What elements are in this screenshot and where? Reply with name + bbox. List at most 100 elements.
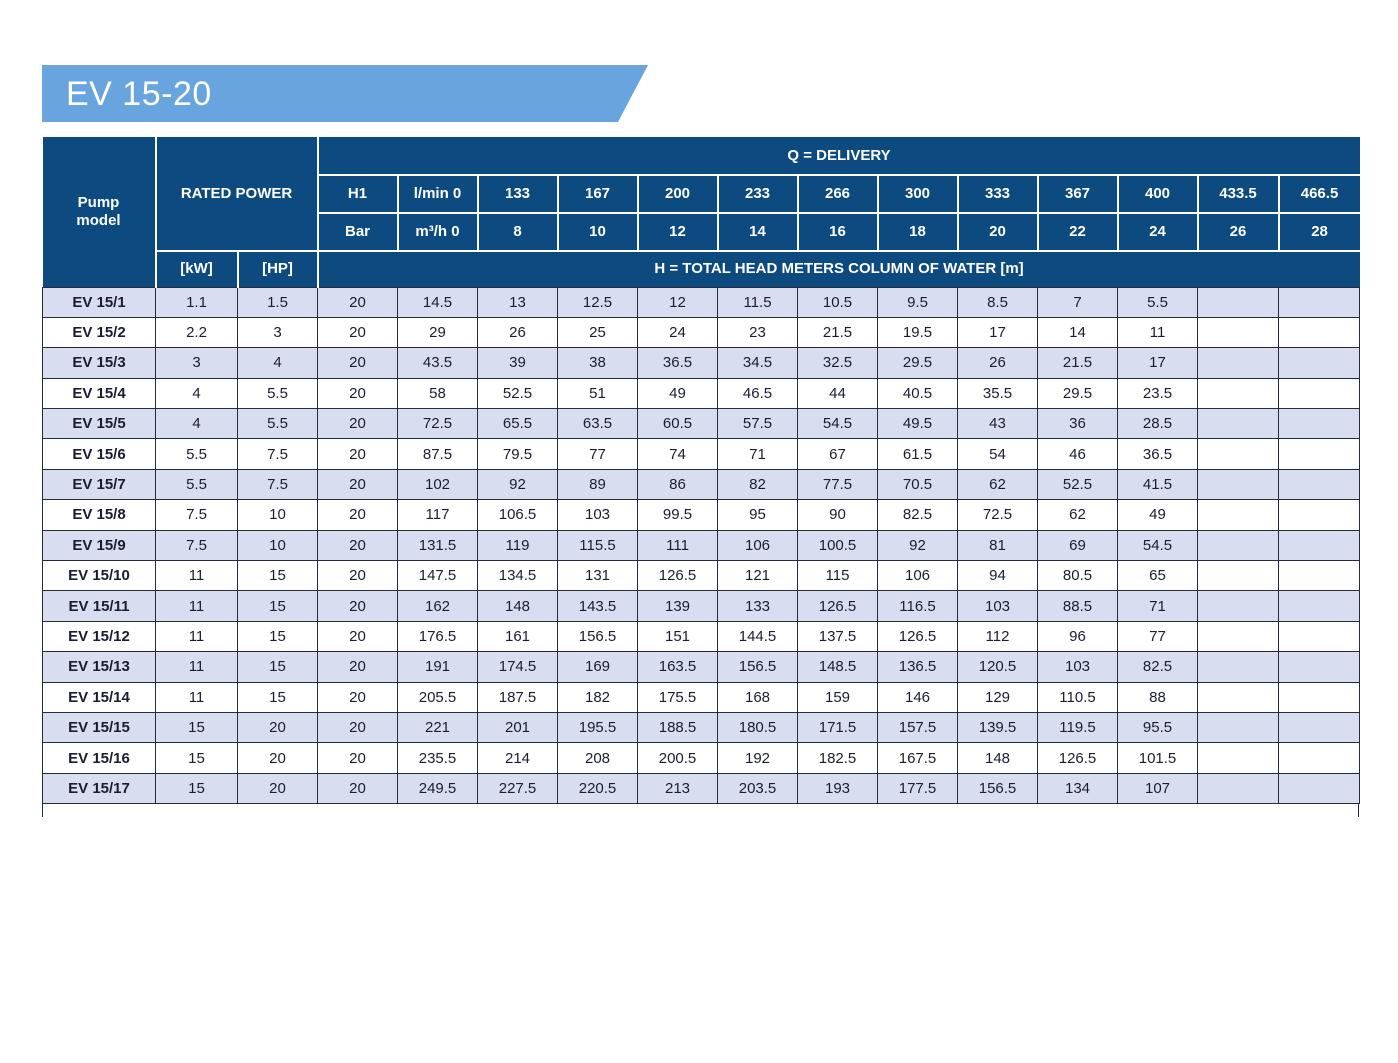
data-cell: 5.5 xyxy=(1117,286,1199,318)
data-cell: 20 xyxy=(317,560,399,592)
data-cell: 26 xyxy=(957,347,1039,379)
data-cell: 20 xyxy=(236,742,319,774)
data-cell: 20 xyxy=(317,772,399,805)
data-cell xyxy=(1197,316,1280,349)
data-cell: 11 xyxy=(155,560,238,592)
data-cell: 15 xyxy=(236,681,319,713)
data-cell: 82.5 xyxy=(877,499,959,531)
data-cell: 144.5 xyxy=(717,620,799,653)
data-cell: 20 xyxy=(317,499,399,531)
data-cell: 100.5 xyxy=(797,529,879,562)
page-title: EV 15-20 xyxy=(66,74,212,113)
data-cell: 119.5 xyxy=(1037,711,1119,744)
data-cell xyxy=(1278,620,1361,653)
table-row: EV 15/12 11 15 20 176.5 161 156.5 151 144.5 137.5… xyxy=(42,620,1361,653)
data-cell: 4 xyxy=(155,377,238,410)
data-cell: 82 xyxy=(717,468,799,501)
table-row: EV 15/2 2.2 3 20 29 26 25 24 23 21.5 19.5 17 14 11 xyxy=(42,316,1361,349)
data-cell xyxy=(1197,711,1280,744)
data-cell: 134 xyxy=(1037,772,1119,805)
pump-table-body: EV 15/1 1.1 1.5 20 14.5 13 12.5 12 11.5 10.5 9.5 8.… xyxy=(42,286,1361,805)
data-cell: 51 xyxy=(557,377,639,410)
pump-model-cell: EV 15/11 xyxy=(42,590,156,622)
data-cell: 143.5 xyxy=(557,590,639,622)
data-cell: 20 xyxy=(236,711,319,744)
data-cell: 28.5 xyxy=(1117,408,1199,440)
table-row: EV 15/1 1.1 1.5 20 14.5 13 12.5 12 11.5 10.5 9.5 8.… xyxy=(42,286,1361,318)
lmin-value-header: 200 xyxy=(636,174,719,214)
m3h-value-header: 12 xyxy=(636,212,719,252)
table-row: EV 15/9 7.5 10 20 131.5 119 115.5 111 106 100.5 92… xyxy=(42,529,1361,562)
data-cell: 71 xyxy=(1117,590,1199,622)
table-row: EV 15/5 4 5.5 20 72.5 65.5 63.5 60.5 57.5 54.5 49.… xyxy=(42,408,1361,440)
data-cell xyxy=(1278,286,1361,318)
m3h-value-header: 10 xyxy=(556,212,639,252)
data-cell xyxy=(1197,347,1280,379)
data-cell: 88 xyxy=(1117,681,1199,713)
lmin-value-header: 333 xyxy=(956,174,1039,214)
data-cell: 39 xyxy=(477,347,559,379)
data-cell: 213 xyxy=(637,772,719,805)
data-cell: 92 xyxy=(877,529,959,562)
data-cell: 23.5 xyxy=(1117,377,1199,410)
data-cell: 35.5 xyxy=(957,377,1039,410)
data-cell: 62 xyxy=(957,468,1039,501)
data-cell xyxy=(1278,742,1361,774)
data-cell: 10 xyxy=(236,529,319,562)
pump-model-cell: EV 15/8 xyxy=(42,499,156,531)
h1-header: H1 xyxy=(316,174,399,214)
data-cell: 81 xyxy=(957,529,1039,562)
data-cell: 10 xyxy=(236,499,319,531)
data-cell: 88.5 xyxy=(1037,590,1119,622)
data-cell: 15 xyxy=(155,711,238,744)
data-cell: 249.5 xyxy=(397,772,479,805)
data-cell: 120.5 xyxy=(957,651,1039,683)
data-cell: 15 xyxy=(155,772,238,805)
data-cell: 10.5 xyxy=(797,286,879,318)
lmin-value-header: 266 xyxy=(796,174,879,214)
data-cell: 94 xyxy=(957,560,1039,592)
data-cell xyxy=(1197,560,1280,592)
data-cell: 121 xyxy=(717,560,799,592)
lmin-value-header: 400 xyxy=(1116,174,1199,214)
data-cell: 156.5 xyxy=(717,651,799,683)
data-cell: 5.5 xyxy=(236,377,319,410)
data-cell: 13 xyxy=(477,286,559,318)
data-cell: 40.5 xyxy=(877,377,959,410)
data-cell: 167.5 xyxy=(877,742,959,774)
data-cell: 20 xyxy=(317,620,399,653)
data-cell: 36.5 xyxy=(1117,438,1199,470)
data-cell xyxy=(1278,651,1361,683)
data-cell: 106 xyxy=(717,529,799,562)
data-cell: 17 xyxy=(1117,347,1199,379)
data-cell: 11 xyxy=(155,620,238,653)
data-cell: 58 xyxy=(397,377,479,410)
data-cell: 46.5 xyxy=(717,377,799,410)
bar-header: Bar xyxy=(316,212,399,252)
data-cell: 161 xyxy=(477,620,559,653)
data-cell: 182.5 xyxy=(797,742,879,774)
data-cell: 86 xyxy=(637,468,719,501)
data-cell xyxy=(1197,620,1280,653)
data-cell: 29 xyxy=(397,316,479,349)
data-cell: 20 xyxy=(317,529,399,562)
header-row-lmin: H1 l/min 0 133 167 200 233 266 300 333 3… xyxy=(43,174,1360,214)
data-cell: 115 xyxy=(797,560,879,592)
data-cell: 20 xyxy=(317,742,399,774)
table-row: EV 15/14 11 15 20 205.5 187.5 182 175.5 168 159 14… xyxy=(42,681,1361,713)
data-cell: 201 xyxy=(477,711,559,744)
data-cell: 112 xyxy=(957,620,1039,653)
data-cell: 157.5 xyxy=(877,711,959,744)
data-cell: 11.5 xyxy=(717,286,799,318)
data-cell: 7 xyxy=(1037,286,1119,318)
data-cell: 20 xyxy=(317,681,399,713)
m3h-value-header: 16 xyxy=(796,212,879,252)
data-cell xyxy=(1197,408,1280,440)
data-cell: 90 xyxy=(797,499,879,531)
data-cell: 15 xyxy=(236,560,319,592)
data-cell: 4 xyxy=(236,347,319,379)
table-row: EV 15/15 15 20 20 221 201 195.5 188.5 180.5 171.5… xyxy=(42,711,1361,744)
data-cell xyxy=(1278,438,1361,470)
data-cell: 20 xyxy=(317,408,399,440)
data-cell: 200.5 xyxy=(637,742,719,774)
